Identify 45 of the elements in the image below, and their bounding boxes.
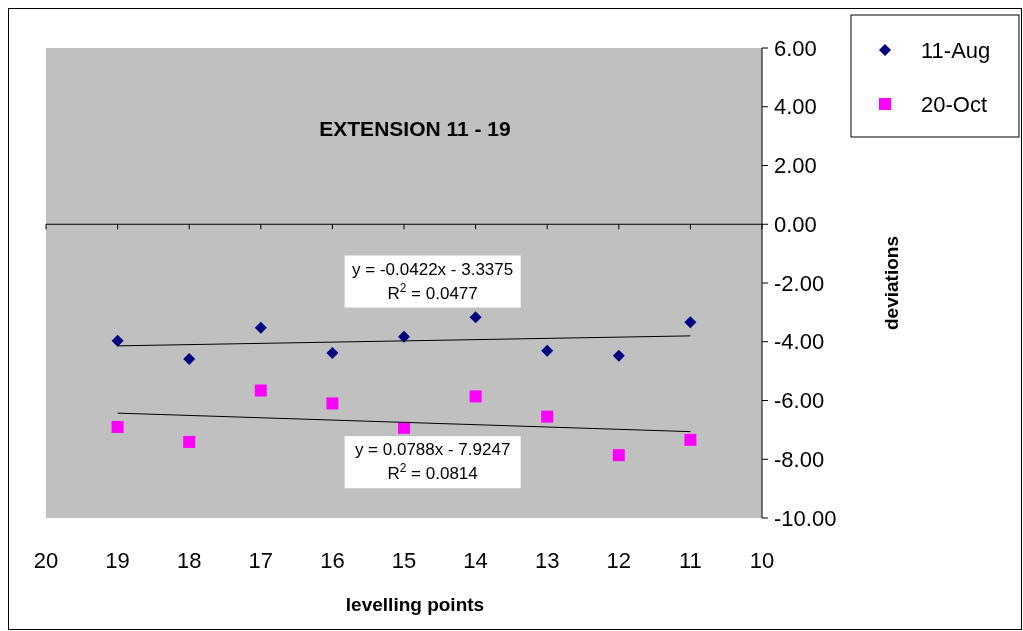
y-tick-label: 6.00 (774, 35, 817, 61)
y-tick-label: 2.00 (774, 153, 817, 179)
point (469, 311, 482, 324)
x-tick-label: 19 (105, 548, 130, 573)
x-tick-label: 13 (534, 548, 560, 573)
y-tick-label: -2.00 (774, 270, 825, 296)
point (326, 397, 339, 410)
y-tick-label: 0.00 (774, 211, 817, 237)
legend-label: 20-Oct (921, 91, 988, 117)
point (398, 330, 410, 343)
y-tick-label: 4.00 (774, 94, 817, 120)
point (541, 344, 554, 357)
point (612, 449, 625, 462)
point (541, 410, 554, 423)
point (183, 435, 196, 448)
annotation: y = 0.0788x - 7.9247 R$^{2}$ = 0.0814 (354, 440, 511, 484)
point (326, 346, 339, 359)
legend-label: 11-Aug (921, 37, 991, 63)
y-tick-label: -8.00 (774, 446, 825, 472)
point (398, 421, 410, 434)
x-tick-label: 20 (33, 548, 59, 573)
point (183, 353, 196, 366)
point (254, 321, 267, 334)
y-axis-title: deviations (881, 236, 902, 330)
point (111, 420, 124, 433)
x-tick-label: 14 (463, 548, 488, 573)
point (684, 433, 697, 446)
x-tick-label: 15 (391, 548, 417, 573)
y-tick-label: -6.00 (774, 388, 825, 414)
text: EXTENSION 11 - 19 (319, 117, 511, 140)
point (684, 316, 697, 329)
point (254, 384, 267, 397)
point (111, 334, 124, 347)
x-tick-label: 16 (320, 548, 345, 573)
point (469, 390, 482, 403)
x-tick-label: 11 (678, 548, 702, 573)
x-tick-label: 10 (749, 548, 775, 573)
y-tick-label: -10.00 (774, 505, 837, 531)
x-tick-label: 18 (176, 548, 202, 573)
y-tick-label: -4.00 (774, 329, 825, 355)
annotation: y = -0.0422x - 3.3375 R$^{2}$ = 0.0477 (352, 259, 514, 303)
point (612, 349, 625, 362)
x-axis-title: levelling points (345, 594, 485, 615)
x-tick-label: 12 (606, 548, 632, 573)
x-tick-label: 17 (248, 548, 274, 573)
